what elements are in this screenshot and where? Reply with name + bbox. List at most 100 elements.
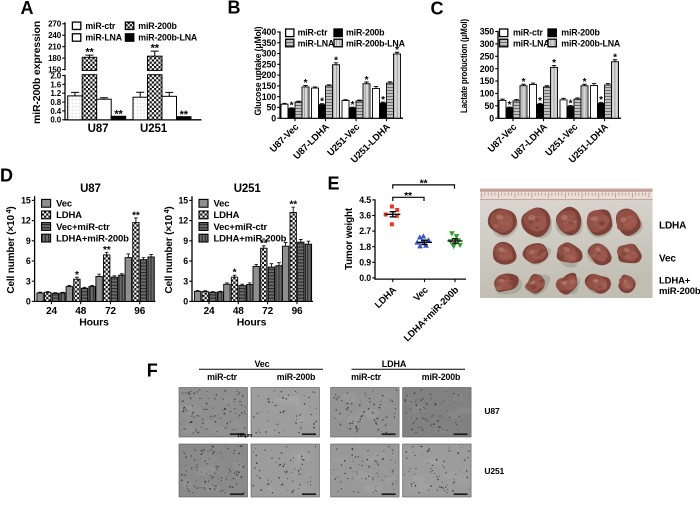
svg-text:LDHA: LDHA xyxy=(382,359,407,369)
svg-text:**: ** xyxy=(114,109,123,121)
svg-text:*: * xyxy=(381,95,385,106)
svg-text:150: 150 xyxy=(262,81,276,91)
svg-text:72: 72 xyxy=(105,306,116,317)
svg-text:Vec+miR-ctr: Vec+miR-ctr xyxy=(56,222,110,233)
svg-text:LDHA+: LDHA+ xyxy=(659,275,691,286)
svg-text:*: * xyxy=(599,95,603,106)
svg-text:300: 300 xyxy=(262,49,276,59)
svg-text:LDHA: LDHA xyxy=(214,210,240,221)
svg-text:15: 15 xyxy=(179,196,189,206)
svg-text:miR-ctr: miR-ctr xyxy=(298,28,328,38)
svg-text:6: 6 xyxy=(26,256,31,266)
svg-text:0.0: 0.0 xyxy=(359,273,371,283)
svg-text:Vec: Vec xyxy=(56,199,72,210)
svg-text:0: 0 xyxy=(271,113,276,123)
svg-text:miR-200b: miR-200b xyxy=(277,372,316,382)
svg-text:miR-200b expression: miR-200b expression xyxy=(32,21,43,124)
svg-text:miR-LNA: miR-LNA xyxy=(513,38,550,48)
svg-text:miR-ctr: miR-ctr xyxy=(207,372,237,382)
svg-text:U87: U87 xyxy=(484,406,500,416)
svg-text:miR-ctr: miR-ctr xyxy=(85,21,115,31)
svg-text:48: 48 xyxy=(75,306,86,317)
svg-text:100μm: 100μm xyxy=(237,433,253,439)
svg-text:miR-200b: miR-200b xyxy=(561,28,600,38)
svg-text:72: 72 xyxy=(262,306,273,317)
svg-text:miR-200b-LNA: miR-200b-LNA xyxy=(346,38,406,48)
svg-text:Cell number (×10 4): Cell number (×10 4) xyxy=(6,206,17,293)
svg-text:Vec: Vec xyxy=(659,253,676,264)
svg-text:*: * xyxy=(351,100,355,111)
svg-text:*: * xyxy=(320,97,324,108)
svg-text:200: 200 xyxy=(262,70,276,80)
svg-text:miR-200b: miR-200b xyxy=(138,21,177,31)
svg-text:**: ** xyxy=(151,42,160,54)
svg-text:200: 200 xyxy=(480,64,494,74)
svg-text:0.0: 0.0 xyxy=(50,116,61,125)
svg-text:24: 24 xyxy=(204,306,215,317)
svg-text:LDHA: LDHA xyxy=(659,220,686,231)
svg-text:Tumor weight: Tumor weight xyxy=(344,207,355,270)
svg-text:150: 150 xyxy=(48,65,62,74)
svg-text:*: * xyxy=(334,56,338,67)
svg-text:4.5: 4.5 xyxy=(359,195,371,205)
svg-text:miR-200b-LNA: miR-200b-LNA xyxy=(561,38,621,48)
svg-text:*: * xyxy=(75,270,79,281)
svg-text:1.8: 1.8 xyxy=(359,242,371,252)
svg-text:LDHA: LDHA xyxy=(56,210,82,221)
svg-text:miR-ctr: miR-ctr xyxy=(513,28,543,38)
svg-text:U87: U87 xyxy=(88,123,109,135)
svg-text:9: 9 xyxy=(183,236,188,246)
svg-text:0: 0 xyxy=(183,297,188,307)
svg-text:U251: U251 xyxy=(140,123,168,135)
svg-text:350: 350 xyxy=(480,27,494,37)
svg-text:Lactate production (μMol): Lactate production (μMol) xyxy=(459,19,470,113)
svg-text:24: 24 xyxy=(46,306,57,317)
svg-text:0.8: 0.8 xyxy=(50,98,61,107)
svg-text:**: ** xyxy=(289,200,297,211)
svg-text:F: F xyxy=(147,361,158,381)
svg-text:Vec+miR-ctr: Vec+miR-ctr xyxy=(214,222,268,233)
svg-text:3: 3 xyxy=(26,276,31,286)
svg-text:miR-200b: miR-200b xyxy=(422,372,461,382)
svg-text:miR-200b: miR-200b xyxy=(659,286,700,297)
svg-text:0.4: 0.4 xyxy=(50,107,61,116)
svg-text:*: * xyxy=(552,58,556,69)
svg-text:180: 180 xyxy=(48,54,62,63)
svg-text:Vec: Vec xyxy=(254,359,269,369)
svg-text:12: 12 xyxy=(179,216,189,226)
svg-text:*: * xyxy=(569,98,573,109)
svg-text:250: 250 xyxy=(480,51,494,61)
svg-text:*: * xyxy=(613,53,617,64)
svg-text:LDHA+miR-200b: LDHA+miR-200b xyxy=(214,233,287,244)
svg-text:**: ** xyxy=(180,109,189,121)
svg-text:**: ** xyxy=(85,46,94,58)
svg-text:LDHA+miR-200b: LDHA+miR-200b xyxy=(56,233,129,244)
svg-text:miR-LNA: miR-LNA xyxy=(298,38,335,48)
svg-text:*: * xyxy=(538,96,542,107)
svg-text:12: 12 xyxy=(21,216,31,226)
svg-text:6: 6 xyxy=(183,256,188,266)
svg-text:*: * xyxy=(233,268,237,279)
svg-text:miR-200b: miR-200b xyxy=(346,28,385,38)
svg-text:48: 48 xyxy=(233,306,244,317)
svg-text:*: * xyxy=(395,45,399,56)
svg-text:*: * xyxy=(304,78,308,89)
svg-text:1.6: 1.6 xyxy=(50,80,61,89)
svg-text:*: * xyxy=(583,77,587,88)
svg-text:Hours: Hours xyxy=(79,317,109,329)
svg-text:0: 0 xyxy=(26,297,31,307)
svg-text:C: C xyxy=(431,0,444,19)
svg-text:*: * xyxy=(365,75,369,86)
svg-text:2.0: 2.0 xyxy=(50,71,61,80)
svg-text:A: A xyxy=(21,0,34,18)
svg-text:miR-200b-LNA: miR-200b-LNA xyxy=(138,33,198,43)
svg-text:50: 50 xyxy=(267,103,277,113)
svg-text:300: 300 xyxy=(480,39,494,49)
svg-text:**: ** xyxy=(132,211,140,222)
svg-text:0: 0 xyxy=(489,113,494,123)
svg-text:96: 96 xyxy=(134,306,145,317)
svg-text:150: 150 xyxy=(480,76,494,86)
svg-text:U251: U251 xyxy=(234,183,262,195)
svg-text:**: ** xyxy=(420,177,429,189)
svg-text:U87: U87 xyxy=(80,183,101,195)
